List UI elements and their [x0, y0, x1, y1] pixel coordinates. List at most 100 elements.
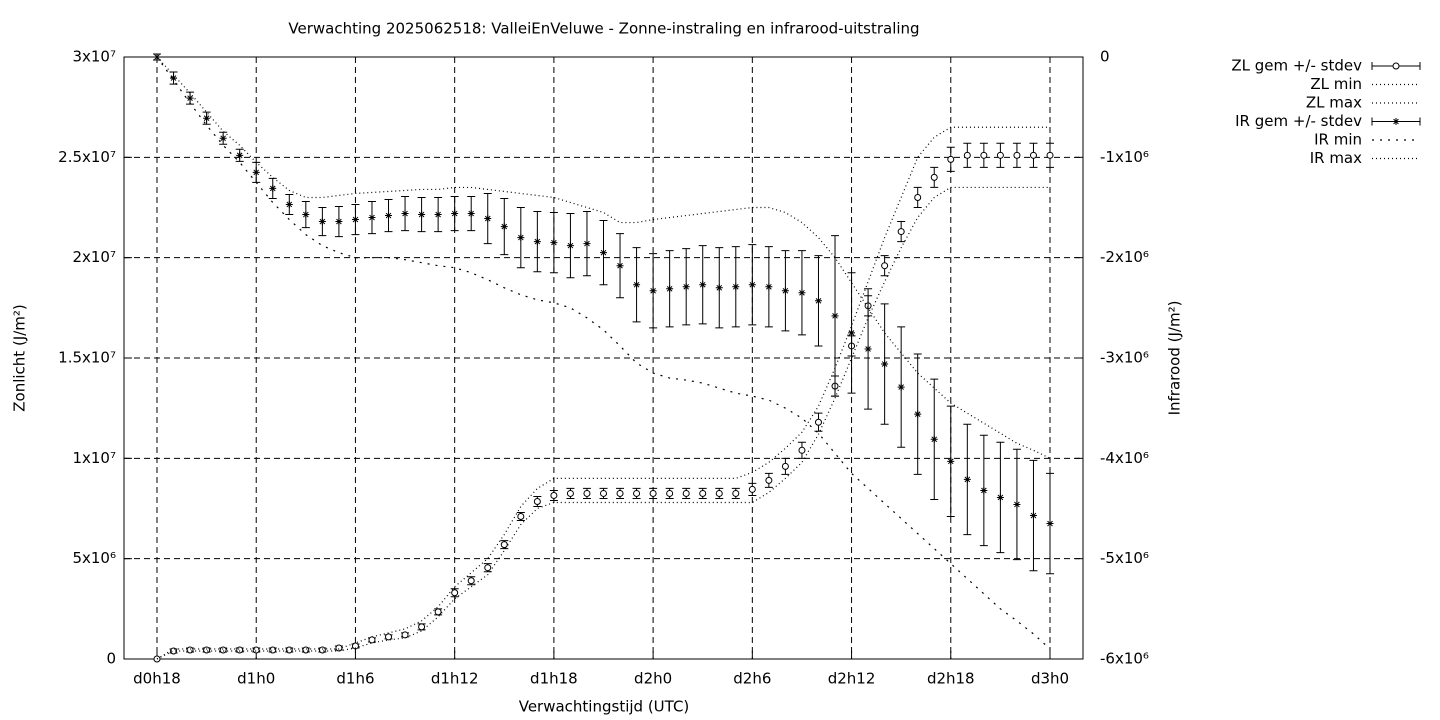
data-point — [831, 312, 839, 320]
data-point — [963, 151, 971, 159]
data-point — [550, 491, 558, 499]
data-point — [732, 283, 740, 291]
data-point — [451, 589, 459, 597]
legend-label: IR gem +/- stdev — [1235, 112, 1362, 130]
data-point — [285, 646, 293, 654]
x-tick-label: d1h18 — [530, 670, 578, 688]
legend-label: ZL max — [1306, 94, 1362, 112]
data-point — [649, 489, 657, 497]
data-point — [583, 240, 591, 248]
data-point — [1013, 500, 1021, 508]
data-point — [633, 281, 641, 289]
data-point — [881, 262, 889, 270]
data-point — [616, 489, 624, 497]
data-point — [947, 457, 955, 465]
data-point — [600, 249, 607, 257]
data-point — [666, 285, 674, 293]
data-point — [285, 200, 293, 208]
data-point — [765, 283, 773, 291]
x-tick-label: d2h0 — [634, 670, 672, 688]
y2-tick-label: -3x10⁶ — [1100, 349, 1149, 367]
legend-label: IR max — [1310, 149, 1362, 167]
data-point — [385, 212, 393, 220]
data-point — [1029, 151, 1037, 159]
legend-label: ZL min — [1310, 75, 1362, 93]
y-tick-label: 1x10⁷ — [72, 449, 116, 467]
data-point — [170, 74, 178, 82]
data-point — [517, 234, 525, 242]
data-point — [748, 485, 756, 493]
data-point — [666, 489, 674, 497]
data-point — [600, 489, 607, 497]
data-point — [996, 493, 1004, 501]
data-point — [566, 242, 574, 250]
data-point — [203, 114, 211, 122]
x-tick-label: d2h18 — [927, 670, 975, 688]
data-point — [368, 214, 376, 222]
data-point — [881, 360, 889, 368]
data-point — [500, 223, 508, 231]
data-point — [500, 541, 508, 549]
data-point — [765, 476, 773, 484]
data-point — [848, 329, 856, 337]
data-point — [980, 151, 988, 159]
x-tick-label: d0h18 — [133, 670, 181, 688]
data-point — [980, 486, 988, 494]
series-line — [156, 186, 1050, 660]
data-point — [947, 155, 955, 163]
data-point — [451, 210, 459, 218]
x-tick-label: d3h0 — [1031, 670, 1069, 688]
data-point — [732, 489, 740, 497]
data-point — [219, 134, 227, 142]
x-tick-label: d2h12 — [828, 670, 876, 688]
data-point — [715, 489, 723, 497]
y2-tick-label: 0 — [1100, 48, 1110, 66]
y2-tick-label: -4x10⁶ — [1100, 449, 1149, 467]
data-point — [1046, 520, 1054, 528]
x-axis-label: Verwachtingstijd (UTC) — [519, 698, 690, 716]
data-point — [484, 564, 492, 572]
data-point — [335, 644, 343, 652]
data-point — [186, 94, 194, 102]
data-point — [715, 284, 723, 292]
y2-axis-label: Infrarood (J/m²) — [1166, 301, 1184, 416]
data-point — [434, 608, 442, 616]
data-point — [1029, 512, 1037, 520]
data-point — [351, 642, 359, 650]
data-point — [533, 238, 541, 246]
data-point — [649, 287, 657, 295]
data-point — [583, 489, 591, 497]
y-tick-label: 1.5x10⁷ — [58, 349, 116, 367]
data-point — [1013, 151, 1021, 159]
data-point — [699, 281, 707, 289]
data-point — [781, 287, 789, 295]
series-line — [156, 56, 1051, 650]
data-point — [897, 383, 905, 391]
data-point — [798, 289, 806, 297]
data-point — [897, 228, 905, 236]
data-point — [914, 193, 922, 201]
data-point — [930, 173, 938, 181]
data-point — [699, 489, 707, 497]
y-tick-label: 0 — [106, 650, 116, 668]
data-point — [318, 646, 326, 654]
data-point — [318, 218, 326, 226]
legend-marker — [1392, 62, 1400, 70]
data-point — [236, 646, 244, 654]
y2-tick-label: -5x10⁶ — [1100, 549, 1149, 567]
data-point — [236, 151, 244, 159]
data-point — [682, 489, 690, 497]
data-point — [385, 633, 393, 641]
data-point — [963, 475, 971, 483]
data-point — [748, 281, 756, 289]
y-tick-label: 2.5x10⁷ — [58, 148, 116, 166]
legend-marker — [1392, 118, 1400, 125]
legend-label: ZL gem +/- stdev — [1231, 57, 1362, 75]
data-point — [186, 646, 194, 654]
data-point — [269, 646, 277, 654]
data-point — [351, 216, 359, 224]
data-point — [368, 636, 376, 644]
data-point — [517, 513, 525, 521]
data-point — [302, 211, 310, 219]
data-point — [302, 646, 310, 654]
